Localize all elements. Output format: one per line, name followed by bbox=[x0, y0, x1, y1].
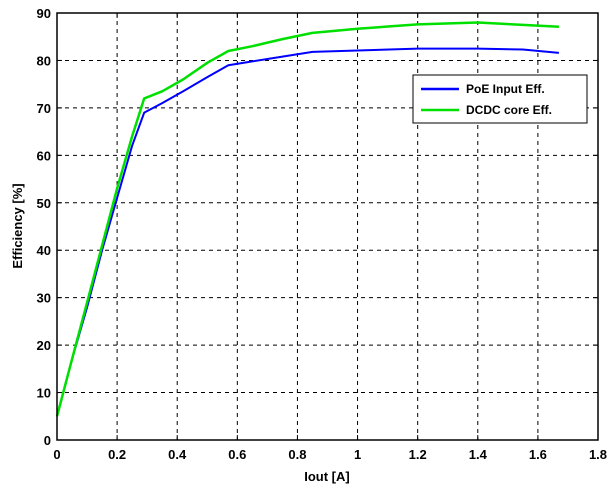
x-tick-label: 1.2 bbox=[409, 447, 427, 462]
y-tick-label: 80 bbox=[37, 53, 51, 68]
y-tick-label: 60 bbox=[37, 148, 51, 163]
plot-frame bbox=[56, 12, 599, 441]
x-tick-label: 1.4 bbox=[469, 447, 488, 462]
y-tick-label: 30 bbox=[37, 291, 51, 306]
y-tick-label: 0 bbox=[44, 433, 51, 448]
x-axis-label: Iout [A] bbox=[304, 469, 349, 484]
y-tick-label: 40 bbox=[37, 243, 51, 258]
y-tick-label: 50 bbox=[37, 196, 51, 211]
x-tick-labels: 0 0.2 0.4 0.6 0.8 1 1.2 1.4 1.6 1.8 bbox=[53, 447, 607, 462]
y-axis-label: Efficiency [%] bbox=[10, 183, 25, 268]
y-tick-label: 10 bbox=[37, 386, 51, 401]
y-tick-label: 90 bbox=[37, 6, 51, 21]
x-tick-label: 0.6 bbox=[228, 447, 246, 462]
x-tick-label: 0.4 bbox=[168, 447, 187, 462]
x-tick-label: 0.2 bbox=[108, 447, 126, 462]
x-tick-label: 0 bbox=[53, 447, 60, 462]
y-tick-label: 20 bbox=[37, 338, 51, 353]
y-tick-label: 70 bbox=[37, 101, 51, 116]
legend: PoE Input Eff. DCDC core Eff. bbox=[412, 74, 588, 124]
legend-label-poe-input: PoE Input Eff. bbox=[466, 82, 545, 96]
legend-label-dcdc-core: DCDC core Eff. bbox=[466, 103, 552, 117]
series-lines bbox=[55, 21, 559, 417]
series-line-dcdc-core bbox=[55, 21, 559, 417]
x-tick-label: 1.8 bbox=[589, 447, 607, 462]
x-tick-label: 1.6 bbox=[529, 447, 547, 462]
y-tick-labels: 0 10 20 30 40 50 60 70 80 90 bbox=[37, 6, 51, 448]
x-tick-label: 0.8 bbox=[288, 447, 306, 462]
legend-box bbox=[412, 74, 588, 124]
x-tick-label: 1 bbox=[354, 447, 361, 462]
tick-marks bbox=[56, 12, 599, 441]
